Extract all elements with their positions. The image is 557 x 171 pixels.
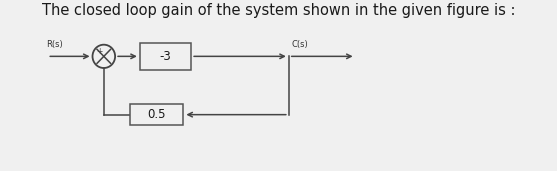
Text: 0.5: 0.5 [147,108,166,121]
Text: C(s): C(s) [291,41,308,49]
FancyBboxPatch shape [129,104,183,125]
Text: +: + [97,47,103,56]
Text: R(s): R(s) [46,41,63,49]
Text: -3: -3 [160,50,172,63]
Text: The closed loop gain of the system shown in the given figure is :: The closed loop gain of the system shown… [42,3,515,18]
FancyBboxPatch shape [140,43,191,70]
